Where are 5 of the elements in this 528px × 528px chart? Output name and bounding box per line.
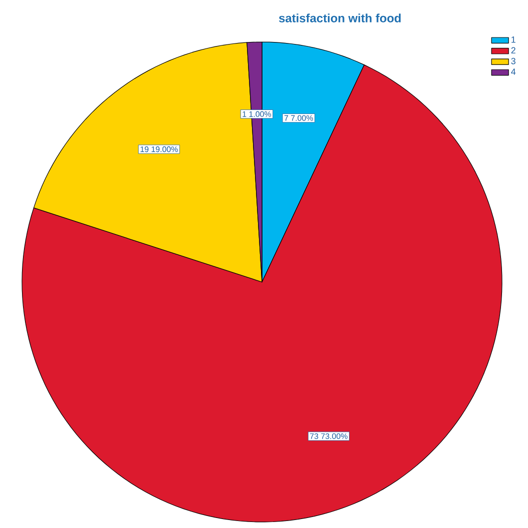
legend-label: 2 [511,47,516,54]
legend-label: 1 [512,36,516,43]
legend-label: 4 [511,68,516,75]
legend-label: 3 [511,58,516,64]
chart-title: satisfaction with food [278,14,401,22]
